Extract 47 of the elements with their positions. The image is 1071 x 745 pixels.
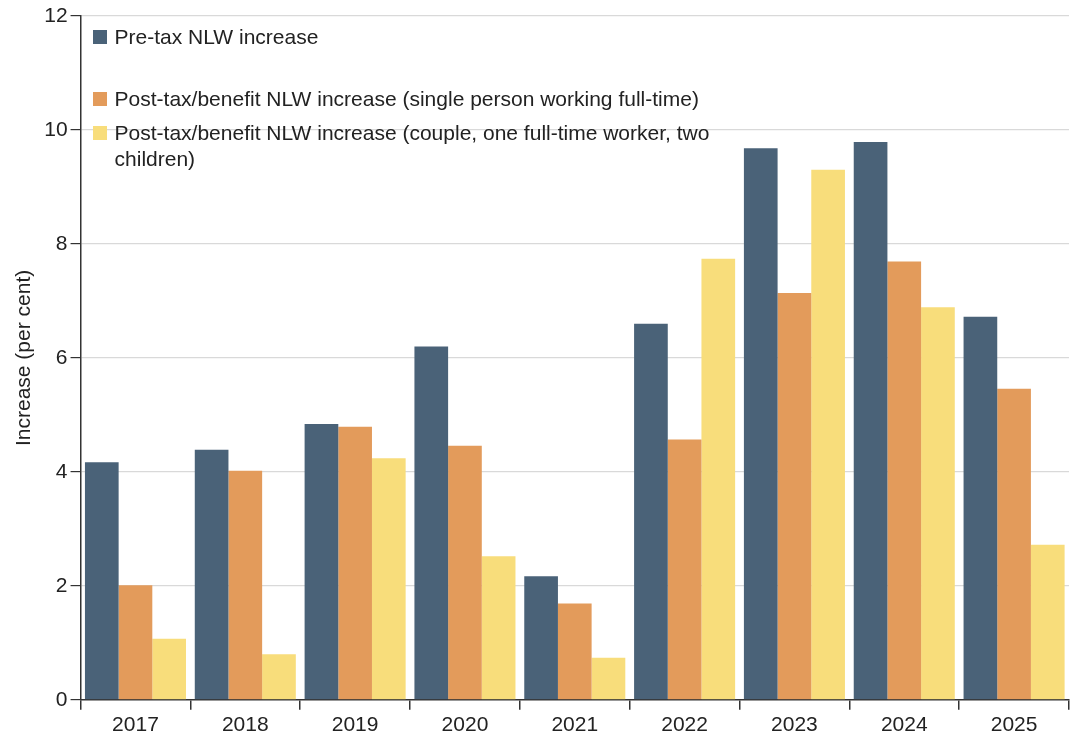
x-tick-label: 2025 (990, 712, 1038, 736)
bar (997, 388, 1031, 700)
bar (262, 654, 296, 700)
bar (338, 426, 372, 700)
bar (304, 424, 339, 700)
bar (887, 261, 922, 700)
y-tick-label: 6 (55, 344, 68, 368)
bar (481, 556, 516, 700)
bar (524, 576, 558, 700)
y-tick-label: 4 (55, 458, 68, 482)
legend-label: Post-tax/benefit NLW increase (single person working full-time) (114, 86, 699, 112)
bar (701, 258, 736, 700)
x-tick-label: 2020 (441, 712, 489, 736)
bar (743, 148, 778, 700)
y-tick-label: 8 (55, 230, 68, 254)
bar (777, 292, 812, 700)
bar (1030, 544, 1065, 700)
legend-label: Post-tax/benefit NLW increase (couple, one full-time worker, two children) (114, 120, 711, 172)
x-tick-label: 2022 (661, 712, 708, 736)
x-tick-label: 2021 (551, 712, 599, 736)
bar (371, 458, 406, 700)
bar (414, 346, 449, 700)
y-tick-label: 0 (55, 686, 68, 710)
y-tick-label: 2 (55, 572, 68, 596)
x-tick-label: 2024 (880, 712, 928, 736)
bar (557, 603, 592, 700)
bar (118, 585, 153, 700)
x-tick-label: 2019 (331, 712, 379, 736)
bar (228, 470, 263, 700)
bar (811, 169, 845, 700)
bar (152, 638, 186, 700)
y-tick-label: 12 (44, 2, 68, 26)
bar (667, 439, 702, 700)
y-axis-title: Increase (per cent) (11, 269, 35, 447)
y-tick-label: 10 (44, 116, 68, 140)
x-tick-label: 2018 (221, 712, 269, 736)
bar (194, 449, 229, 700)
bar (921, 307, 955, 700)
bar (634, 323, 668, 700)
bar (84, 462, 119, 700)
bar (853, 141, 888, 700)
bar (963, 316, 998, 700)
x-tick-label: 2017 (112, 712, 159, 736)
bar (448, 445, 482, 700)
x-tick-label: 2023 (771, 712, 818, 736)
bar (591, 657, 626, 700)
legend-label: Pre-tax NLW increase (114, 24, 319, 50)
